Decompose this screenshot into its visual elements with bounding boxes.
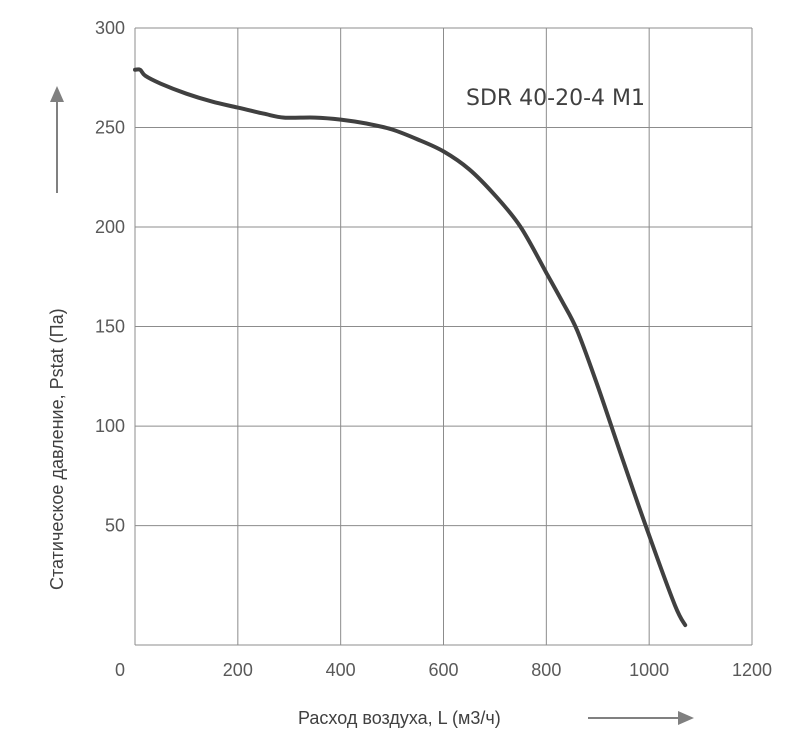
x-axis-arrow xyxy=(588,711,694,725)
series-label: SDR 40-20-4 M1 xyxy=(466,86,645,111)
x-tick-label: 0 xyxy=(115,660,125,680)
x-tick-label: 200 xyxy=(223,660,253,680)
y-tick-label: 100 xyxy=(95,416,125,436)
grid-lines xyxy=(134,27,753,646)
y-tick-label: 50 xyxy=(105,516,125,536)
y-axis-title: Статическое давление, Pstat (Па) xyxy=(47,308,67,590)
series-line xyxy=(133,67,688,628)
x-axis-title: Расход воздуха, L (м3/ч) xyxy=(298,708,501,728)
y-axis-ticks: 50 100 150 200 250 300 xyxy=(95,18,125,536)
x-tick-label: 1200 xyxy=(732,660,772,680)
y-tick-label: 200 xyxy=(95,217,125,237)
x-tick-label: 800 xyxy=(531,660,561,680)
y-tick-label: 300 xyxy=(95,18,125,38)
x-axis-ticks: 0 200 400 600 800 1000 1200 xyxy=(115,660,772,680)
x-tick-label: 600 xyxy=(428,660,458,680)
y-tick-label: 150 xyxy=(95,317,125,337)
series-group xyxy=(133,67,688,628)
y-tick-label: 250 xyxy=(95,118,125,138)
x-tick-label: 400 xyxy=(326,660,356,680)
x-tick-label: 1000 xyxy=(629,660,669,680)
y-axis-arrow xyxy=(50,86,64,193)
